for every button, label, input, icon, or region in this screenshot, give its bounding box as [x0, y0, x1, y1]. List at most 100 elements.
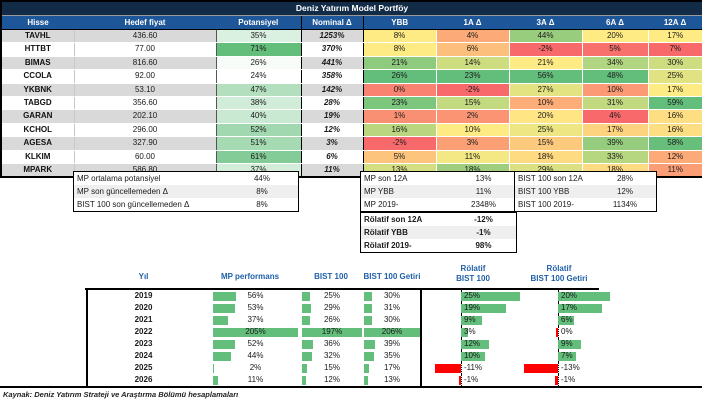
bar-value: -11%	[464, 363, 483, 372]
mp-bar-cell: 44%	[200, 350, 300, 362]
rel-getiri-bar-cell: 6%	[524, 314, 610, 326]
getiri-bar-cell: 31%	[362, 302, 420, 314]
source-note: Kaynak: Deniz Yatırım Strateji ve Araştı…	[3, 390, 239, 399]
heat-cell-a3: 18%	[508, 150, 582, 165]
target-price-cell: 356.60	[73, 96, 216, 111]
bar-value: 25%	[323, 291, 340, 300]
zero-axis	[558, 374, 559, 386]
heat-cell-a12: 16%	[647, 109, 702, 124]
rel-getiri-header-line1: Rölatif	[546, 264, 572, 273]
data-bar	[213, 351, 232, 361]
data-bar	[213, 315, 229, 325]
chart-col-header-year: Yıl	[138, 272, 149, 281]
nominal-change-cell: 6%	[300, 150, 364, 165]
bar-wrapper: 36%	[302, 338, 362, 350]
bar-value: 29%	[323, 303, 340, 312]
stock-ticker-cell: CCOLA	[1, 69, 74, 84]
bar-wrapper: 13%	[364, 374, 420, 386]
target-price-cell: 77.00	[73, 42, 216, 57]
chart-rows: 2019 56% 25% 30% 25% 20% 2020 53% 29% 31% 19% 17% 20…	[87, 290, 611, 386]
stock-ticker-cell: KLKIM	[1, 150, 74, 165]
rel-bist-bar-cell: 3%	[435, 326, 520, 338]
bar-value: 13%	[383, 375, 400, 384]
nominal-change-cell: 142%	[300, 83, 364, 98]
chart-year-row: 2024 44% 32% 35% 10% 7%	[87, 350, 610, 362]
heat-cell-a1: 10%	[435, 123, 509, 138]
summary-value: 28%	[616, 174, 633, 183]
summary-row: Rölatif YBB -1%	[361, 225, 516, 239]
heat-cell-a3: -2%	[508, 42, 582, 57]
data-bar	[558, 315, 574, 325]
data-bar	[558, 339, 582, 349]
bar-value: 11%	[247, 375, 264, 384]
nominal-change-cell: 12%	[300, 123, 364, 138]
heat-cell-a1: 15%	[435, 96, 509, 111]
stock-ticker-cell: KCHOL	[1, 123, 74, 138]
data-bar	[364, 339, 375, 349]
stock-row: GARAN 202.10 40% 19% 1% 2% 20% 4% 16%	[1, 109, 702, 124]
bar-wrapper: 30%	[364, 314, 420, 326]
summary-value: 8%	[256, 200, 268, 209]
heat-cell-a6: 5%	[581, 42, 648, 57]
chart-col-header-mp: MP performans	[220, 272, 280, 281]
data-bar	[461, 351, 485, 361]
col-header-ybb: YBB	[363, 15, 436, 30]
potential-cell: 35%	[215, 29, 301, 44]
bar-wrapper: 29%	[302, 302, 362, 314]
potential-cell: 61%	[215, 150, 301, 165]
bist-bar-cell: 32%	[300, 350, 362, 362]
heat-cell-a1: 23%	[435, 69, 509, 84]
stock-row: KCHOL 296.00 52% 12% 16% 10% 25% 17% 16%	[1, 123, 702, 138]
column-gap	[420, 374, 435, 386]
chart-year-row: 2025 2% 15% 17% -11% -13%	[87, 362, 610, 374]
bar-wrapper: 197%	[302, 326, 362, 338]
target-price-cell: 327.90	[73, 136, 216, 151]
chart-year-row: 2023 52% 36% 39% 12% 9%	[87, 338, 610, 350]
rel-bist-header-line1: Rölatif	[460, 264, 486, 273]
heat-cell-a3: 15%	[508, 136, 582, 151]
bar-value: 10%	[464, 351, 481, 360]
bar-wrapper: 11%	[213, 374, 298, 386]
getiri-bar-cell: 30%	[362, 290, 420, 302]
bar-value: 26%	[323, 315, 340, 324]
bar-wrapper: 26%	[302, 314, 362, 326]
nominal-change-cell: 1253%	[300, 29, 364, 44]
chart-year-row: 2020 53% 29% 31% 19% 17%	[87, 302, 610, 314]
data-bar	[302, 315, 310, 325]
stock-ticker-cell: TAVHL	[1, 29, 74, 44]
data-bar	[461, 339, 490, 349]
nominal-change-cell: 19%	[300, 109, 364, 124]
summary-row: MP son 12A 13%	[361, 172, 516, 185]
data-bar	[302, 303, 311, 313]
year-cell: 2022	[134, 327, 153, 336]
data-bar	[461, 291, 521, 301]
target-price-cell: 296.00	[73, 123, 216, 138]
mp-bar-cell: 2%	[200, 362, 300, 374]
col-header-6a: 6A Δ	[582, 15, 648, 30]
summary-value: 12%	[616, 187, 633, 196]
target-price-cell: 436.60	[73, 29, 216, 44]
heat-cell-a1: 3%	[435, 136, 509, 151]
bar-value: -13%	[561, 363, 580, 372]
mp-bar-cell: 37%	[200, 314, 300, 326]
potential-cell: 40%	[215, 109, 301, 124]
heat-cell-ybb: -2%	[362, 136, 436, 151]
bar-wrapper: 30%	[364, 290, 420, 302]
bar-value: 3%	[464, 327, 476, 336]
heat-cell-a1: 2%	[435, 109, 509, 124]
bist-bar-cell: 26%	[300, 314, 362, 326]
bar-value: 15%	[323, 363, 340, 372]
data-bar	[364, 363, 369, 373]
rel-bist-header-line2: BIST 100	[456, 274, 490, 283]
target-price-cell: 202.10	[73, 109, 216, 124]
summary-value: 2348%	[471, 200, 496, 209]
potential-cell: 52%	[215, 123, 301, 138]
potential-cell: 38%	[215, 96, 301, 111]
rel-getiri-bar-cell: 20%	[524, 290, 611, 302]
stock-ticker-cell: YKBNK	[1, 83, 74, 98]
data-bar	[364, 327, 420, 337]
stock-ticker-cell: HTTBT	[1, 42, 74, 57]
potential-cell: 51%	[215, 136, 301, 151]
data-bar	[213, 375, 218, 385]
rel-getiri-bar-cell: 17%	[524, 302, 610, 314]
